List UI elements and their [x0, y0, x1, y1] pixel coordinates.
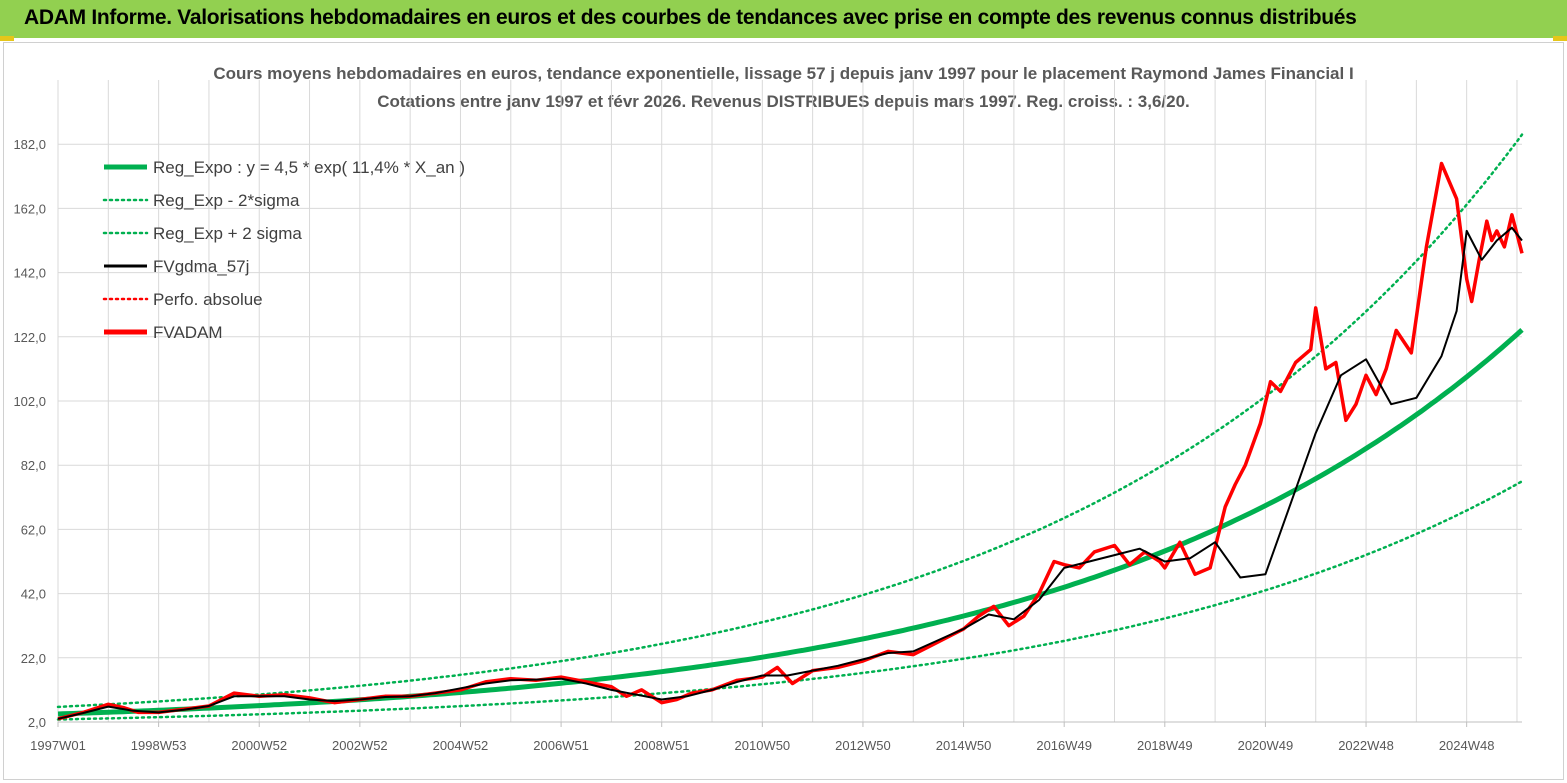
fvadam-line [57, 161, 1524, 721]
axes: 2,0 22,0 42,0 62,0 82,0 102,0 122,0 142,0 162,0 1… [13, 137, 1522, 753]
banner-accent-right [1553, 36, 1567, 41]
x-tick-label: 2016W49 [1036, 738, 1092, 753]
y-tick-label: 122,0 [13, 330, 46, 345]
x-tick-label: 2018W49 [1137, 738, 1193, 753]
chart-area [3, 42, 1564, 780]
x-tick-label: 2006W51 [533, 738, 589, 753]
x-tick-label: 2014W50 [936, 738, 992, 753]
x-tick-label: 2024W48 [1439, 738, 1495, 753]
x-tick-label: 1998W53 [131, 738, 187, 753]
y-tick-label: 42,0 [21, 587, 46, 602]
y-tick-label: 142,0 [13, 266, 46, 281]
y-tick-label: 2,0 [28, 715, 46, 730]
regression-expo-line [57, 328, 1524, 717]
legend-label: Perfo. absolue [153, 290, 263, 309]
grid-lines [57, 80, 1522, 723]
y-tick-label: 162,0 [13, 201, 46, 216]
chart-title-line-2: Cotations entre janv 1997 et févr 2026. … [377, 92, 1190, 111]
regression-upper-2sigma-line [56, 133, 1524, 709]
x-tick-label: 2004W52 [433, 738, 489, 753]
legend-label: FVgdma_57j [153, 257, 249, 276]
x-tick-label: 2012W50 [835, 738, 891, 753]
x-tick-label: 2002W52 [332, 738, 388, 753]
fvgdma-57j-line [57, 226, 1523, 720]
report-banner: ADAM Informe. Valorisations hebdomadaire… [0, 0, 1567, 38]
chart-title-line-1: Cours moyens hebdomadaires en euros, ten… [213, 64, 1354, 83]
y-tick-label: 82,0 [21, 458, 46, 473]
x-tick-label: 2010W50 [735, 738, 791, 753]
y-tick-label: 102,0 [13, 394, 46, 409]
x-tick-label: 1997W01 [30, 738, 86, 753]
legend: Reg_Expo : y = 4,5 * exp( 11,4% * X_an )… [102, 158, 465, 342]
legend-label: Reg_Expo : y = 4,5 * exp( 11,4% * X_an ) [153, 158, 465, 177]
report-title: ADAM Informe. Valorisations hebdomadaire… [24, 6, 1357, 29]
y-tick-label: 62,0 [21, 522, 46, 537]
legend-label: Reg_Exp + 2 sigma [153, 224, 302, 243]
regression-lower-2sigma-line [56, 480, 1524, 721]
x-tick-label: 2000W52 [231, 738, 287, 753]
banner-accent-left [0, 36, 14, 41]
x-tick-label: 2022W48 [1338, 738, 1394, 753]
x-tick-label: 2020W49 [1238, 738, 1294, 753]
x-tick-label: 2008W51 [634, 738, 690, 753]
legend-label: Reg_Exp - 2*sigma [153, 191, 300, 210]
y-tick-label: 182,0 [13, 137, 46, 152]
series-lines [56, 133, 1524, 721]
legend-label: FVADAM [153, 323, 223, 342]
y-tick-label: 22,0 [21, 651, 46, 666]
